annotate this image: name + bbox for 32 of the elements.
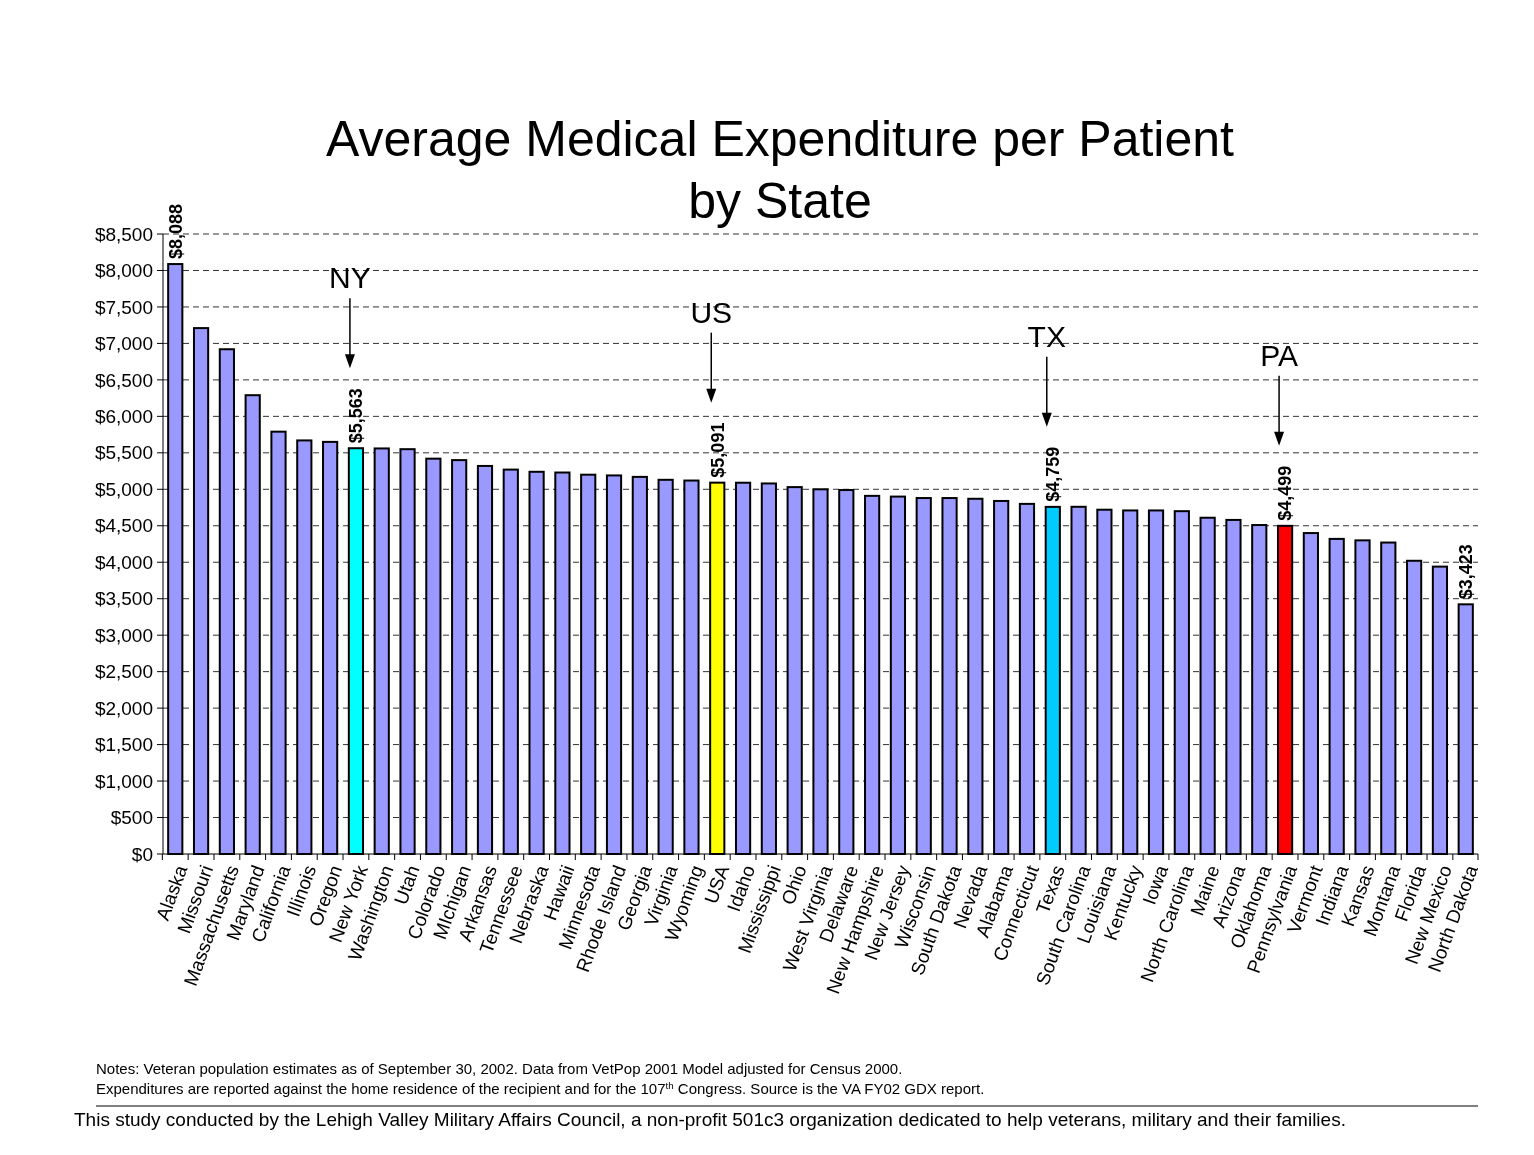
y-tick-label: $7,500 [94,296,153,318]
y-tick-label: $1,000 [94,770,153,792]
annotation: NY [329,261,371,295]
y-tick-label: $8,500 [94,223,153,245]
data-label: $5,563 [346,388,367,444]
annotation: US [690,295,733,329]
y-tick-label: $3,500 [94,588,153,610]
data-label: $5,091 [707,422,728,478]
data-label: $8,088 [165,203,186,260]
y-tick-label: $4,000 [94,551,153,573]
y-tick-label: $500 [110,807,153,829]
data-label: $4,499 [1275,465,1296,521]
y-tick-label: $1,500 [94,734,153,756]
y-tick-label: $5,000 [94,478,153,500]
y-tick-label: $6,500 [94,369,153,391]
text: Notes: Veteran population estimates as of September 30, 2002. Data from VetPop 2001 Model adjusted for Census 2000. [96,1060,903,1077]
chart-title: Average Medical Expenditure per Patient by State [326,111,1235,229]
y-tick-label: $4,500 [94,515,153,537]
y-tick-label: $2,000 [94,697,153,719]
y-tick-label: $5,500 [94,442,153,464]
annotation: TX [1027,319,1066,353]
y-tick-label: $2,500 [94,661,153,683]
annotation: PA [1260,338,1298,372]
y-tick-label: $0 [131,843,153,865]
y-tick-label: $7,000 [94,333,153,355]
text: Expenditures are reported against the home residence of the recipient and for the 107$^{th}$ Congress. Source is the VA FY02 GDX report. [96,1079,985,1097]
text: This study conducted by the Lehigh Valley Military Affairs Council, a non-profit 501c3 organization dedicated to help veterans, military and their families. [74,1109,1346,1130]
data-label: $4,759 [1043,446,1064,502]
y-tick-label: $6,000 [94,406,153,427]
data-label: $3,423 [1456,544,1477,600]
y-tick-label: $8,000 [94,260,153,282]
y-tick-label: $3,000 [94,624,153,646]
